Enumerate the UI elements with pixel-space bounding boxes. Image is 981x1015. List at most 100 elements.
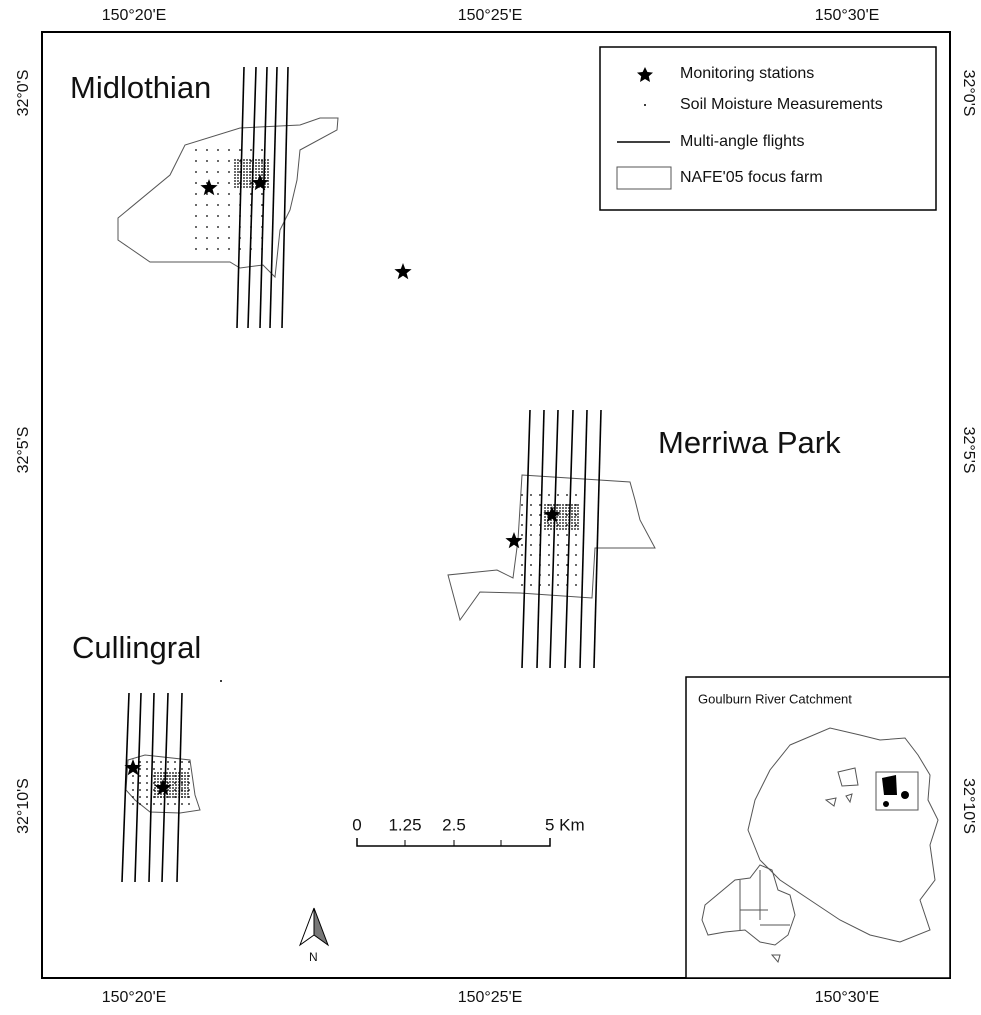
soil-point <box>544 525 546 527</box>
soil-point <box>160 793 162 795</box>
soil-point <box>249 159 251 161</box>
soil-point <box>234 162 236 164</box>
soil-point <box>187 781 189 783</box>
soil-point <box>562 522 564 524</box>
flight-line <box>247 66 257 329</box>
flight-line <box>536 409 545 669</box>
soil-point <box>556 516 558 518</box>
soil-point <box>157 790 159 792</box>
soil-point <box>206 237 208 239</box>
flight-line <box>269 66 278 329</box>
soil-point <box>557 494 559 496</box>
lat-label: 32°10'S <box>960 778 977 834</box>
soil-point <box>146 789 148 791</box>
soil-point <box>160 775 162 777</box>
soil-point <box>184 793 186 795</box>
soil-point <box>187 772 189 774</box>
soil-point <box>261 204 263 206</box>
soil-point <box>258 171 260 173</box>
soil-point <box>562 504 564 506</box>
station <box>124 759 142 776</box>
soil-point <box>556 510 558 512</box>
soil-point <box>237 168 239 170</box>
flight-line <box>148 692 155 883</box>
soil-point <box>530 574 532 576</box>
soil-point <box>237 162 239 164</box>
soil-point <box>243 180 245 182</box>
soil-point <box>187 778 189 780</box>
soil-point <box>267 177 269 179</box>
scale-label: 2.5 <box>442 815 466 834</box>
soil-point <box>243 168 245 170</box>
lat-label: 32°0'S <box>15 70 32 117</box>
soil-point <box>557 554 559 556</box>
soil-point <box>172 796 174 798</box>
soil-point <box>246 183 248 185</box>
farm-boundary <box>125 754 201 814</box>
soil-point <box>557 534 559 536</box>
soil-point <box>166 772 168 774</box>
soil-point <box>217 182 219 184</box>
soil-point <box>565 528 567 530</box>
soil-point <box>547 528 549 530</box>
soil-point <box>154 772 156 774</box>
lat-label: 32°0'S <box>960 70 977 117</box>
soil-point <box>206 248 208 250</box>
flight-line <box>564 409 574 669</box>
soil-point <box>160 781 162 783</box>
soil-point <box>163 775 165 777</box>
soil-point <box>548 534 550 536</box>
soil-point <box>521 524 523 526</box>
soil-point <box>548 544 550 546</box>
soil-point <box>237 165 239 167</box>
soil-point <box>246 165 248 167</box>
soil-point <box>188 761 190 763</box>
soil-point <box>559 519 561 521</box>
soil-point <box>174 768 176 770</box>
soil-point <box>195 160 197 162</box>
soil-point <box>243 186 245 188</box>
soil-point <box>206 171 208 173</box>
soil-point <box>188 768 190 770</box>
soil-point <box>206 149 208 151</box>
soil-point <box>187 796 189 798</box>
soil-point <box>550 522 552 524</box>
soil-point <box>530 494 532 496</box>
soil-point <box>228 215 230 217</box>
soil-point <box>184 784 186 786</box>
soil-point <box>261 174 263 176</box>
station <box>505 532 523 549</box>
soil-point <box>258 168 260 170</box>
flight-line <box>281 66 289 329</box>
lon-label: 150°30'E <box>815 7 880 24</box>
soil-point <box>146 768 148 770</box>
soil-point <box>181 781 183 783</box>
soil-point <box>167 803 169 805</box>
soil-point <box>530 524 532 526</box>
soil-point <box>574 528 576 530</box>
flight-line <box>236 66 245 329</box>
soil-point <box>565 507 567 509</box>
soil-point <box>163 778 165 780</box>
soil-point <box>167 768 169 770</box>
soil-point <box>139 782 141 784</box>
soil-point <box>154 793 156 795</box>
soil-point <box>217 226 219 228</box>
inset-farm <box>883 801 889 807</box>
soil-point <box>562 519 564 521</box>
soil-point <box>574 507 576 509</box>
soil-point <box>249 183 251 185</box>
soil-point <box>181 761 183 763</box>
lat-label: 32°5'S <box>960 427 977 474</box>
soil-point <box>237 159 239 161</box>
soil-point <box>577 516 579 518</box>
soil-point <box>574 516 576 518</box>
soil-point <box>261 162 263 164</box>
soil-point <box>249 168 251 170</box>
place-label: Midlothian <box>70 70 211 105</box>
lat-label: 32°10'S <box>15 778 32 834</box>
soil-point <box>166 781 168 783</box>
soil-point <box>249 186 251 188</box>
soil-point <box>153 761 155 763</box>
